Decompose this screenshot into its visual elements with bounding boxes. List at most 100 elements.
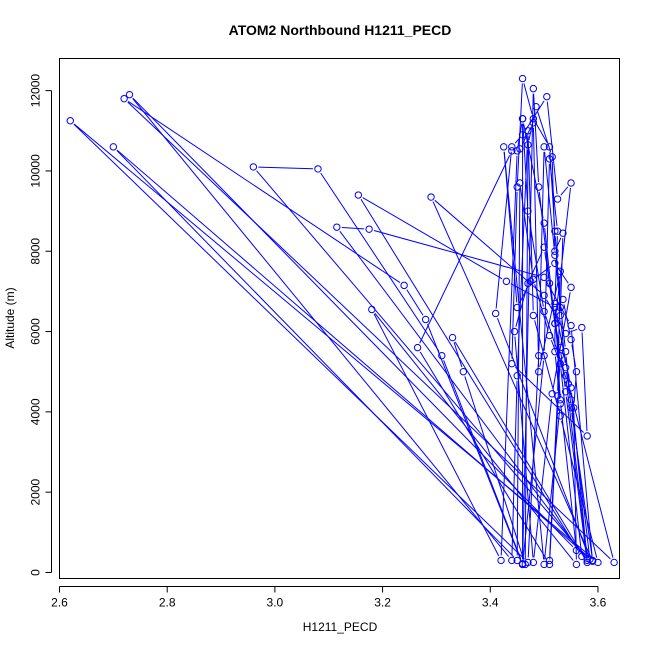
series-segment	[127, 101, 611, 560]
series-segment	[523, 83, 533, 115]
series-segment	[560, 186, 569, 196]
series-segment	[495, 151, 512, 309]
series-segment	[339, 230, 585, 557]
series-segment	[560, 368, 582, 552]
data-point	[368, 305, 376, 314]
data-point	[572, 368, 581, 376]
data-point	[529, 115, 538, 123]
data-point	[556, 400, 564, 408]
data-point	[561, 388, 570, 396]
series-segment	[571, 404, 590, 555]
data-point	[513, 372, 521, 380]
data-point	[508, 143, 516, 151]
series-segment	[571, 344, 577, 367]
data-point	[529, 311, 538, 320]
series-points	[66, 74, 618, 569]
data-point	[578, 552, 586, 561]
series-segment	[515, 288, 528, 327]
series-segment	[258, 166, 313, 170]
series-segment	[552, 292, 571, 389]
data-point	[535, 351, 543, 360]
series-segment	[524, 149, 529, 560]
data-point	[513, 556, 521, 565]
data-point	[551, 251, 559, 259]
series-segment	[563, 304, 571, 335]
series-segment	[116, 150, 515, 558]
series-segment	[570, 330, 593, 557]
x-tick-label: 3.6	[590, 596, 607, 610]
series-segment	[514, 336, 534, 558]
series-segment	[565, 396, 588, 558]
y-tick-label: 4000	[29, 398, 43, 425]
data-point	[400, 281, 408, 290]
data-point	[524, 207, 532, 215]
data-point	[551, 227, 559, 235]
series-segment	[560, 320, 566, 363]
series-segment	[557, 276, 561, 391]
series-segment	[533, 93, 539, 183]
data-point	[529, 84, 538, 93]
series-segment	[544, 408, 561, 560]
data-point	[532, 102, 540, 111]
data-point	[540, 219, 548, 227]
data-point	[314, 165, 322, 173]
series-segment	[573, 412, 577, 560]
data-point	[545, 331, 554, 340]
y-axis: 0 2000 4000 6000 8000 10000 12000	[29, 74, 52, 576]
series-segment	[546, 299, 564, 330]
data-point	[354, 191, 363, 199]
data-point	[448, 333, 457, 342]
data-point	[583, 432, 591, 440]
series-segment	[496, 317, 589, 555]
data-point	[545, 279, 554, 288]
data-point	[556, 351, 564, 360]
series-segment	[127, 101, 401, 284]
data-point	[545, 143, 554, 151]
data-point	[561, 372, 570, 380]
data-point	[540, 273, 548, 282]
data-point	[540, 560, 548, 569]
data-point	[567, 404, 575, 412]
data-point	[578, 323, 586, 332]
data-point	[497, 556, 505, 565]
series-segment	[565, 372, 571, 395]
x-tick-label: 3.2	[374, 596, 391, 610]
series-segment	[549, 400, 558, 556]
series-segment	[406, 289, 424, 316]
data-point	[540, 143, 548, 151]
y-tick-label: 8000	[29, 238, 43, 265]
series-segment	[419, 351, 548, 561]
x-tick-label: 2.8	[159, 596, 176, 610]
data-point	[524, 141, 532, 149]
series-segment	[434, 199, 541, 293]
data-point	[567, 321, 575, 330]
series-segment	[362, 197, 503, 280]
data-point	[543, 92, 551, 101]
data-point	[413, 343, 422, 352]
series-segment	[521, 126, 532, 145]
series-segment	[454, 341, 586, 559]
series-segment	[453, 342, 463, 368]
data-point	[535, 368, 543, 376]
series-segment	[522, 93, 534, 559]
data-point	[427, 193, 435, 201]
data-point	[551, 319, 559, 328]
data-point	[421, 315, 430, 324]
data-point	[548, 153, 556, 161]
data-point	[125, 90, 134, 99]
data-point	[545, 556, 554, 565]
data-point	[508, 359, 516, 368]
series-segment	[538, 151, 545, 351]
data-point	[540, 243, 548, 251]
data-point	[491, 309, 500, 318]
data-point	[535, 183, 543, 191]
data-point	[572, 546, 581, 555]
data-point	[561, 329, 570, 338]
data-point	[521, 560, 529, 569]
series-segment	[570, 328, 578, 333]
series-segment	[534, 265, 552, 279]
data-point	[524, 127, 532, 135]
data-point	[459, 368, 468, 376]
data-point	[438, 351, 446, 360]
